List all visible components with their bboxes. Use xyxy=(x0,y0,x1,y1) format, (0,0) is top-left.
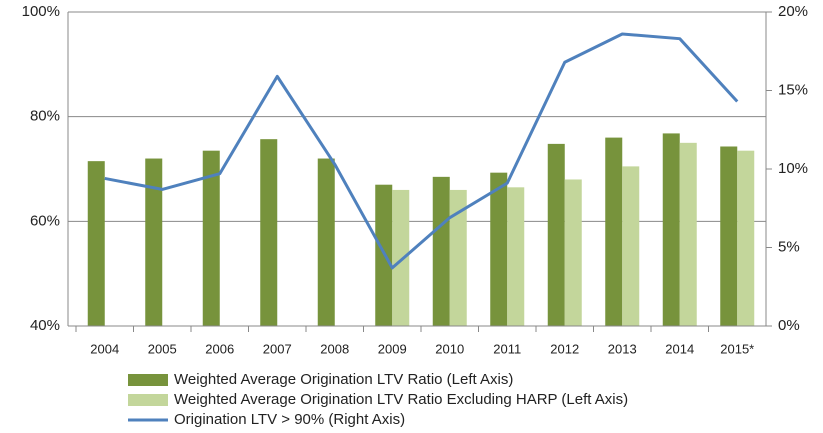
bar xyxy=(737,150,755,326)
y-tick-label: 100% xyxy=(22,3,60,20)
legend-label: Origination LTV > 90% (Right Axis) xyxy=(174,411,405,428)
bar xyxy=(662,133,680,326)
y-tick-label: 60% xyxy=(30,212,60,229)
x-tick-label: 2007 xyxy=(263,341,292,356)
legend-label: Weighted Average Origination LTV Ratio E… xyxy=(174,391,628,408)
y2-tick-label: 5% xyxy=(778,238,800,255)
x-tick-label: 2006 xyxy=(205,341,234,356)
legend-label: Weighted Average Origination LTV Ratio (… xyxy=(174,371,513,388)
bar xyxy=(622,166,640,326)
bar xyxy=(202,150,220,326)
bar xyxy=(317,158,335,326)
y-tick-label: 80% xyxy=(30,108,60,125)
x-tick-label: 2012 xyxy=(550,341,579,356)
bar xyxy=(679,142,697,326)
y2-tick-label: 0% xyxy=(778,317,800,334)
bar xyxy=(87,161,105,326)
x-tick-label: 2004 xyxy=(90,341,119,356)
legend-swatch xyxy=(128,374,168,386)
bar xyxy=(720,146,738,326)
bar xyxy=(260,139,278,326)
x-tick-label: 2008 xyxy=(320,341,349,356)
bar xyxy=(605,137,623,326)
bar xyxy=(564,179,582,326)
y2-tick-label: 20% xyxy=(778,3,808,20)
x-tick-label: 2014 xyxy=(665,341,694,356)
x-tick-label: 2009 xyxy=(378,341,407,356)
x-tick-label: 2013 xyxy=(608,341,637,356)
x-tick-label: 2015* xyxy=(720,341,754,356)
bar xyxy=(432,176,450,326)
legend-swatch xyxy=(128,394,168,406)
x-tick-label: 2011 xyxy=(493,341,521,356)
x-tick-label: 2010 xyxy=(435,341,464,356)
line xyxy=(104,32,739,270)
bar xyxy=(507,187,525,326)
bar xyxy=(145,158,163,326)
bar xyxy=(449,189,467,326)
bar xyxy=(392,189,410,326)
y2-tick-label: 10% xyxy=(778,160,808,177)
x-tick-label: 2005 xyxy=(148,341,177,356)
bar xyxy=(490,172,508,326)
bar xyxy=(547,143,565,326)
y-tick-label: 40% xyxy=(30,317,60,334)
y2-tick-label: 15% xyxy=(778,81,808,98)
